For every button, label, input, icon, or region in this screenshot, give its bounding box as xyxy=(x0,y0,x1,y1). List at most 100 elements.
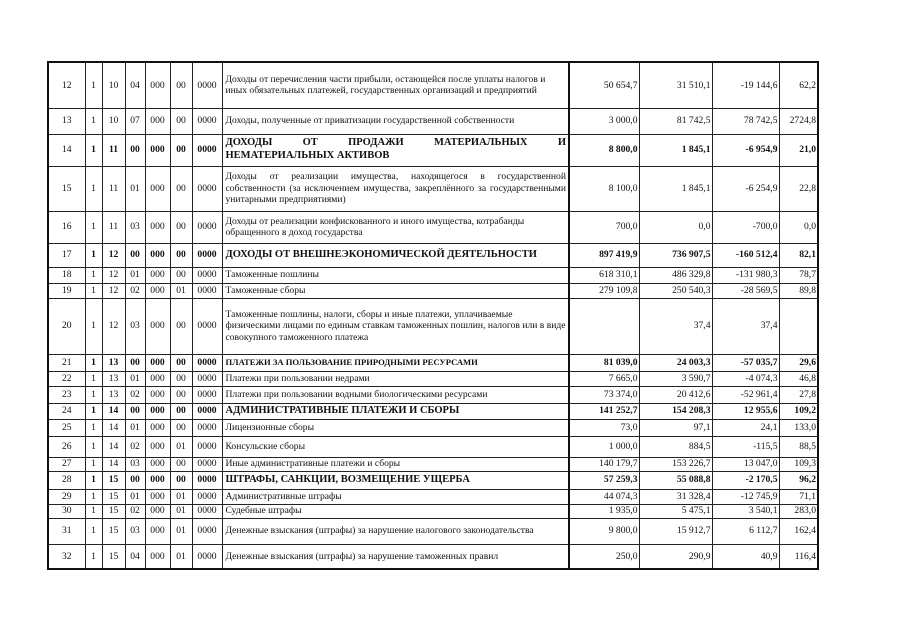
planned-value: 141 252,7 xyxy=(568,402,640,420)
table-row: 29 1 15 01 000 01 0000 Административные штрафы 4… xyxy=(47,488,819,505)
code-element: 00 xyxy=(169,297,193,355)
code-article: 000 xyxy=(144,210,171,244)
code-article: 000 xyxy=(144,470,171,490)
code-section: 1 xyxy=(84,297,103,355)
code-article: 000 xyxy=(144,435,171,458)
percent-value: 27,8 xyxy=(778,385,819,404)
actual-value: 486 329,8 xyxy=(638,266,713,284)
code-section: 1 xyxy=(84,488,103,505)
code-subgroup: 03 xyxy=(124,210,146,244)
deviation-value: 40,9 xyxy=(711,543,780,570)
code-section: 1 xyxy=(84,282,103,299)
deviation-value: 13 047,0 xyxy=(711,456,780,472)
code-article: 000 xyxy=(144,353,171,372)
code-program: 0000 xyxy=(191,456,223,472)
code-section: 1 xyxy=(84,165,103,212)
code-program: 0000 xyxy=(191,282,223,299)
row-number: 14 xyxy=(47,133,86,167)
code-element: 00 xyxy=(169,107,193,135)
table-row: 26 1 14 02 000 01 0000 Консульские сборы 1 000,0… xyxy=(47,435,819,458)
table-row: 25 1 14 01 000 00 0000 Лицензионные сборы 73,0 97… xyxy=(47,418,819,437)
code-article: 000 xyxy=(144,370,171,387)
table-row: 30 1 15 02 000 01 0000 Судебные штрафы 1 935,0 5 … xyxy=(47,503,819,519)
percent-value: 22,8 xyxy=(778,165,819,212)
actual-value: 20 412,6 xyxy=(638,385,713,404)
code-program: 0000 xyxy=(191,297,223,355)
percent-value: 133,0 xyxy=(778,418,819,437)
deviation-value: -4 074,3 xyxy=(711,370,780,387)
code-article: 000 xyxy=(144,61,171,109)
code-group: 12 xyxy=(101,297,126,355)
deviation-value: -19 144,6 xyxy=(711,61,780,109)
actual-value: 81 742,5 xyxy=(638,107,713,135)
code-group: 14 xyxy=(101,456,126,472)
revenue-description: ДОХОДЫ ОТ ВНЕШНЕЭКОНОМИЧЕСКОЙ ДЕЯТЕЛЬНОС… xyxy=(221,242,570,268)
actual-value: 1 845,1 xyxy=(638,133,713,167)
code-section: 1 xyxy=(84,543,103,570)
row-number: 24 xyxy=(47,402,86,420)
code-program: 0000 xyxy=(191,210,223,244)
revenue-description: Доходы от реализации имущества, находяще… xyxy=(221,165,570,212)
deviation-value: -12 745,9 xyxy=(711,488,780,505)
percent-value xyxy=(778,297,819,355)
revenue-description: Платежи при пользовании водными биологич… xyxy=(221,385,570,404)
code-element: 00 xyxy=(169,418,193,437)
code-program: 0000 xyxy=(191,435,223,458)
code-program: 0000 xyxy=(191,370,223,387)
code-subgroup: 01 xyxy=(124,266,146,284)
table-row: 28 1 15 00 000 00 0000 ШТРАФЫ, САНКЦИИ, ВОЗМЕЩЕ… xyxy=(47,470,819,490)
percent-value: 96,2 xyxy=(778,470,819,490)
code-article: 000 xyxy=(144,418,171,437)
code-subgroup: 00 xyxy=(124,133,146,167)
row-number: 23 xyxy=(47,385,86,404)
code-section: 1 xyxy=(84,435,103,458)
deviation-value: 37,4 xyxy=(711,297,780,355)
code-program: 0000 xyxy=(191,242,223,268)
code-element: 01 xyxy=(169,503,193,519)
code-program: 0000 xyxy=(191,165,223,212)
code-article: 000 xyxy=(144,402,171,420)
row-number: 17 xyxy=(47,242,86,268)
table-row: 17 1 12 00 000 00 0000 ДОХОДЫ ОТ ВНЕШНЕЭКОНОМИЧ… xyxy=(47,242,819,268)
revenue-description: ДОХОДЫ ОТ ПРОДАЖИ МАТЕРИАЛЬНЫХ И НЕМАТЕР… xyxy=(221,133,570,167)
code-article: 000 xyxy=(144,517,171,545)
table-row: 20 1 12 03 000 00 0000 Таможенные пошлины, нало… xyxy=(47,297,819,355)
code-subgroup: 02 xyxy=(124,385,146,404)
deviation-value: 78 742,5 xyxy=(711,107,780,135)
percent-value: 46,8 xyxy=(778,370,819,387)
row-number: 30 xyxy=(47,503,86,519)
row-number: 25 xyxy=(47,418,86,437)
table-row: 12 1 10 04 000 00 0000 Доходы от перечисления ч… xyxy=(47,61,819,109)
code-program: 0000 xyxy=(191,61,223,109)
code-subgroup: 02 xyxy=(124,503,146,519)
code-group: 10 xyxy=(101,61,126,109)
code-section: 1 xyxy=(84,456,103,472)
table-row: 16 1 11 03 000 00 0000 Доходы от реализации кон… xyxy=(47,210,819,244)
actual-value: 1 845,1 xyxy=(638,165,713,212)
code-subgroup: 00 xyxy=(124,353,146,372)
budget-revenue-table: 12 1 10 04 000 00 0000 Доходы от перечисления ч… xyxy=(47,61,819,570)
code-article: 000 xyxy=(144,456,171,472)
percent-value: 21,0 xyxy=(778,133,819,167)
actual-value: 24 003,3 xyxy=(638,353,713,372)
code-section: 1 xyxy=(84,133,103,167)
percent-value: 29,6 xyxy=(778,353,819,372)
code-program: 0000 xyxy=(191,488,223,505)
code-subgroup: 01 xyxy=(124,370,146,387)
code-subgroup: 03 xyxy=(124,456,146,472)
code-element: 00 xyxy=(169,370,193,387)
deviation-value: -6 254,9 xyxy=(711,165,780,212)
planned-value: 8 800,0 xyxy=(568,133,640,167)
code-section: 1 xyxy=(84,402,103,420)
revenue-description: Административные штрафы xyxy=(221,488,570,505)
code-section: 1 xyxy=(84,385,103,404)
percent-value: 71,1 xyxy=(778,488,819,505)
code-element: 00 xyxy=(169,61,193,109)
percent-value: 2724,8 xyxy=(778,107,819,135)
code-program: 0000 xyxy=(191,402,223,420)
code-subgroup: 03 xyxy=(124,297,146,355)
revenue-description: Денежные взыскания (штрафы) за нарушение… xyxy=(221,517,570,545)
code-group: 13 xyxy=(101,353,126,372)
code-article: 000 xyxy=(144,107,171,135)
revenue-description: Платежи при пользовании недрами xyxy=(221,370,570,387)
